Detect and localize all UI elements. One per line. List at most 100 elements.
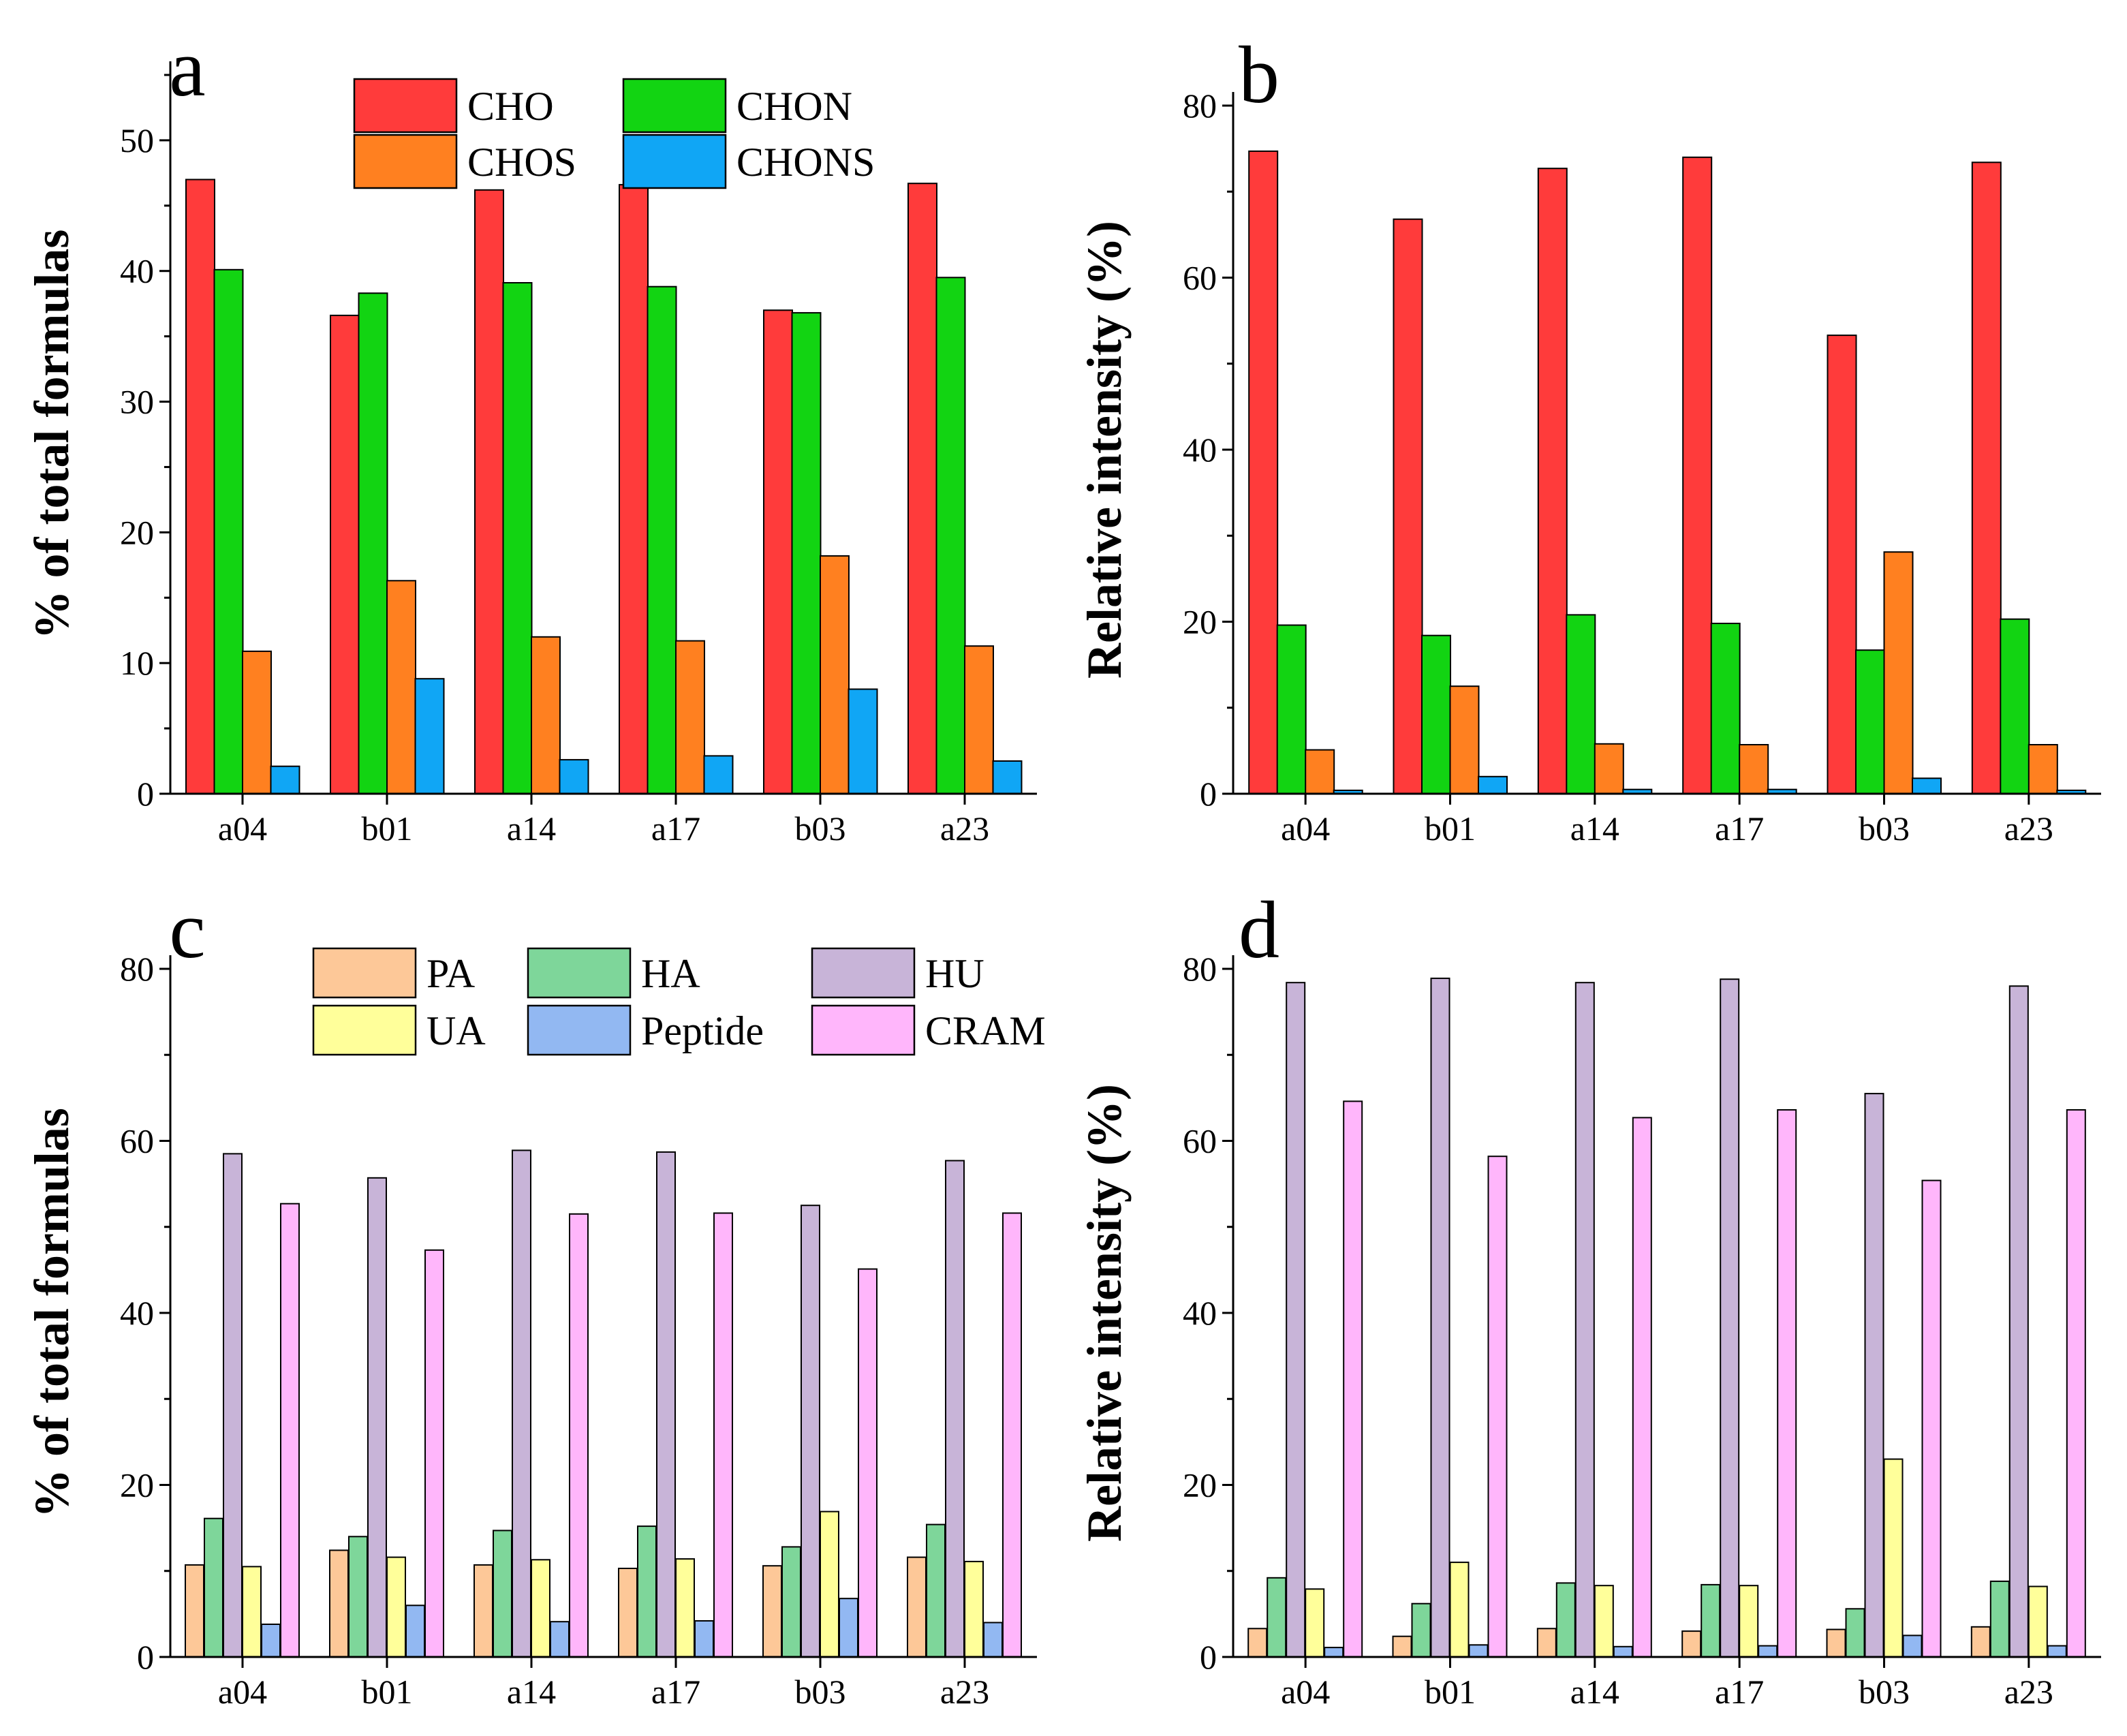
bar-cram-a14 [569, 1213, 589, 1658]
x-tick-label: b03 [1859, 809, 1910, 848]
bar-chos-a23 [2028, 744, 2058, 794]
y-tick-label: 40 [1183, 1294, 1217, 1332]
bar-pa-a17 [618, 1568, 638, 1658]
legend-swatch-cho [353, 78, 458, 134]
bar-peptide-a23 [983, 1622, 1003, 1658]
bar-ua-a23 [2028, 1585, 2048, 1658]
y-tick-label: 30 [120, 383, 154, 421]
y-tick-label: 60 [1183, 1122, 1217, 1160]
bar-chon-a17 [647, 285, 677, 794]
bar-ha-a23 [1989, 1580, 2010, 1658]
bar-pa-b03 [762, 1565, 782, 1658]
bar-cho-a04 [185, 179, 215, 794]
bar-chon-b01 [1421, 634, 1451, 795]
bar-peptide-b03 [839, 1598, 858, 1658]
bar-pa-a14 [1536, 1628, 1557, 1658]
x-tick-label: a23 [2004, 809, 2053, 848]
bar-ha-b01 [348, 1536, 368, 1658]
bar-cram-a23 [2066, 1109, 2086, 1658]
bar-pa-a17 [1681, 1630, 1702, 1658]
bar-chons-b03 [1912, 777, 1942, 795]
legend-label-chos: CHOS [467, 140, 576, 185]
bar-peptide-a23 [2047, 1645, 2067, 1658]
bar-hu-a17 [656, 1151, 676, 1658]
bar-cho-a23 [907, 183, 937, 794]
x-tick-label: a14 [1570, 1673, 1619, 1711]
y-tick-label: 40 [1183, 431, 1217, 469]
bar-chon-a23 [935, 277, 966, 794]
x-tick-label: a04 [218, 1673, 267, 1711]
bar-ua-a17 [675, 1558, 695, 1658]
bar-ha-a17 [1701, 1583, 1721, 1658]
y-tick-label: 20 [1183, 603, 1217, 641]
bar-chons-b03 [848, 688, 878, 794]
panel-d: d 0 20 40 60 80 a04 b01 a14 a17 b03 a23 Relative int… [1077, 884, 2101, 1711]
bar-chons-a04 [270, 765, 300, 794]
x-tick-label: a17 [651, 809, 700, 848]
bar-ua-b01 [1449, 1562, 1470, 1658]
bar-hu-a04 [223, 1153, 243, 1658]
bar-pa-a04 [185, 1564, 204, 1658]
legend-swatch-ha [527, 947, 632, 999]
legend-label-hu: HU [925, 951, 984, 996]
y-axis-title: Relative intensity (%) [1077, 221, 1132, 679]
panel-letter: b [1239, 29, 1279, 120]
bar-ua-a04 [1305, 1588, 1325, 1658]
bar-chos-a17 [675, 640, 705, 794]
x-tick-label: b01 [362, 1673, 413, 1711]
bar-chos-b03 [1883, 551, 1914, 794]
bar-pa-b01 [329, 1549, 349, 1658]
bar-peptide-b03 [1902, 1634, 1923, 1658]
legend-swatch-pa [312, 947, 417, 999]
x-tick-label: b01 [1425, 1673, 1476, 1711]
bar-chon-a14 [1566, 614, 1596, 795]
panel-a: a 0 10 20 30 40 50 a04 b01 a14 a17 b03 a23 % of total… [25, 22, 1037, 848]
bar-pa-a14 [473, 1564, 493, 1658]
y-tick-label: 40 [120, 252, 154, 290]
bar-chos-a14 [1594, 743, 1624, 795]
legend-swatch-peptide [527, 1004, 632, 1056]
bar-ua-a14 [1594, 1585, 1614, 1658]
bar-hu-a14 [512, 1149, 531, 1658]
bar-cram-a17 [1777, 1109, 1797, 1658]
bar-hu-b01 [367, 1177, 387, 1658]
bar-cram-b01 [1487, 1156, 1508, 1658]
bar-ha-a14 [1555, 1582, 1576, 1658]
bar-cram-a04 [1343, 1100, 1363, 1658]
y-tick-label: 80 [1183, 87, 1217, 125]
y-tick-label: 40 [120, 1294, 154, 1332]
bar-ua-b03 [1883, 1458, 1904, 1658]
legend-label-chon: CHON [736, 84, 852, 129]
y-tick-label: 60 [120, 1122, 154, 1160]
y-tick-label: 80 [120, 950, 154, 988]
x-tick-label: a04 [1281, 1673, 1330, 1711]
x-tick-label: a17 [651, 1673, 700, 1711]
bar-chos-b01 [386, 580, 416, 794]
bar-ua-a04 [242, 1566, 262, 1658]
bar-chon-a14 [502, 282, 533, 794]
bar-ua-b01 [386, 1556, 406, 1658]
bar-chon-a04 [1276, 624, 1307, 794]
bar-hu-b01 [1430, 977, 1450, 1658]
y-tick-label: 20 [120, 1466, 154, 1504]
bar-pa-a23 [1970, 1626, 1991, 1658]
bar-hu-b03 [801, 1205, 820, 1658]
bar-chos-a17 [1739, 744, 1769, 794]
x-tick-label: a23 [940, 809, 989, 848]
bar-hu-b03 [1864, 1093, 1884, 1658]
bar-cho-a17 [1682, 156, 1713, 795]
y-axis-title: Relative intensity (%) [1077, 1084, 1132, 1542]
legend-label-cho: CHO [467, 84, 554, 129]
bar-hu-a17 [1720, 978, 1740, 1658]
bar-peptide-a14 [550, 1621, 570, 1658]
legend-label-cram: CRAM [925, 1008, 1046, 1053]
bar-ha-b01 [1411, 1602, 1431, 1658]
bar-ha-b03 [1845, 1608, 1865, 1658]
y-tick-label: 0 [137, 1638, 154, 1676]
bar-chons-a23 [992, 760, 1023, 794]
panel-c: c 0 20 40 60 80 a04 b01 a14 a17 b03 a23 % of total f… [25, 884, 1046, 1711]
legend-swatch-chon [622, 78, 727, 134]
bar-chon-a23 [2000, 618, 2030, 794]
legend-swatch-chons [622, 134, 727, 189]
legend-label-peptide: Peptide [641, 1008, 764, 1053]
